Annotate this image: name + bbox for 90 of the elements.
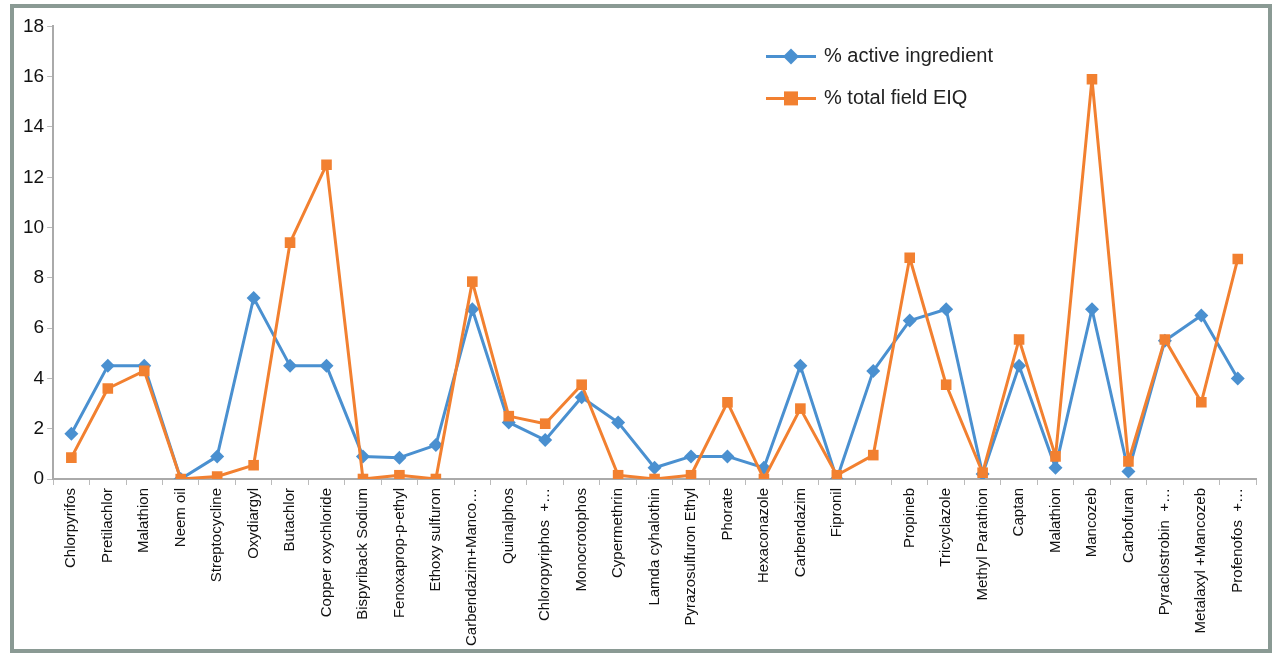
x-tick-label: Cypermethrin bbox=[608, 488, 626, 579]
point bbox=[1123, 456, 1134, 467]
x-tick-label: Chlorpyrifos bbox=[61, 488, 79, 569]
point bbox=[1196, 397, 1207, 408]
point bbox=[283, 358, 298, 373]
point bbox=[503, 410, 515, 422]
point bbox=[1232, 253, 1244, 265]
point bbox=[246, 290, 261, 305]
y-tick-label: 18 bbox=[22, 14, 45, 36]
x-tick-label: Oxydiargyl bbox=[243, 488, 261, 559]
point bbox=[939, 302, 954, 317]
x-tick-label: Carbofuran bbox=[1118, 488, 1136, 564]
point bbox=[685, 469, 697, 480]
x-tick-label: Lamda cyhalothin bbox=[644, 488, 662, 606]
point bbox=[867, 449, 879, 461]
x-tick-label: Pretilachlor bbox=[97, 488, 115, 564]
point bbox=[211, 471, 223, 480]
point bbox=[538, 433, 553, 448]
point bbox=[248, 459, 259, 471]
point bbox=[467, 276, 478, 287]
point bbox=[102, 383, 114, 394]
point bbox=[392, 450, 407, 465]
point bbox=[793, 358, 808, 373]
point bbox=[321, 159, 332, 170]
legend-label: % active ingredient bbox=[824, 43, 994, 66]
point bbox=[1048, 460, 1063, 475]
x-tick-label: Monocrotophos bbox=[571, 488, 589, 592]
point bbox=[795, 403, 806, 414]
point bbox=[1012, 358, 1027, 373]
point bbox=[866, 363, 881, 378]
x-tick-label: Hexaconazole bbox=[754, 488, 772, 584]
point bbox=[428, 438, 443, 453]
point bbox=[576, 379, 587, 391]
x-tick-label: Malathion bbox=[134, 488, 152, 554]
y-tick-label: 14 bbox=[22, 115, 45, 137]
point bbox=[394, 469, 405, 480]
y-tick-label: 8 bbox=[33, 266, 45, 288]
x-tick-label: Copper oxychloride bbox=[316, 488, 334, 618]
point bbox=[64, 426, 79, 441]
y-tick-label: 4 bbox=[33, 366, 45, 388]
x-tick-label: Ethoxy sulfuron bbox=[426, 488, 443, 592]
y-tick-label: 0 bbox=[33, 467, 45, 489]
x-tick-label: Pyrazosulfuron Ethyl bbox=[681, 488, 699, 626]
x-tick-label: Quinalphos bbox=[498, 488, 516, 564]
point bbox=[1013, 334, 1025, 345]
x-tick-label: Propineb bbox=[899, 488, 917, 549]
x-tick-label: Bispyriback Sodium bbox=[353, 488, 371, 620]
point bbox=[1230, 371, 1245, 386]
x-tick-label: Captan bbox=[1009, 488, 1027, 537]
x-tick-label: Phorate bbox=[717, 488, 735, 541]
point bbox=[138, 365, 150, 377]
x-tick-label: Pyraclostrobin +… bbox=[1155, 488, 1173, 616]
x-tick-label: Mancozeb bbox=[1082, 488, 1100, 558]
x-tick-label: Fipronil bbox=[826, 488, 844, 538]
x-tick-label: Streptocycline bbox=[207, 488, 225, 583]
y-tick-label: 6 bbox=[33, 316, 45, 338]
point bbox=[1194, 308, 1209, 323]
point bbox=[904, 252, 916, 264]
point bbox=[722, 397, 733, 408]
point bbox=[66, 452, 77, 463]
x-tick-label: Chloropyriphos +… bbox=[535, 488, 553, 621]
x-tick-label: Neem oil bbox=[170, 488, 188, 548]
x-tick-label: Butachlor bbox=[280, 488, 298, 552]
x-tick-label: Carbendazim bbox=[790, 488, 808, 578]
point bbox=[1086, 73, 1098, 85]
point bbox=[319, 358, 334, 373]
point bbox=[940, 379, 952, 391]
x-tick-label: Carbendazim+Manco… bbox=[462, 488, 480, 647]
x-tick-label: Profenofos +… bbox=[1227, 488, 1245, 593]
y-tick-label: 16 bbox=[22, 64, 45, 86]
legend-label: % total field EIQ bbox=[824, 85, 968, 108]
point bbox=[647, 460, 662, 475]
y-tick-label: 10 bbox=[22, 215, 45, 237]
point bbox=[100, 358, 115, 373]
point bbox=[539, 418, 551, 429]
point bbox=[684, 449, 699, 464]
x-tick-label: Tricyclazole bbox=[936, 488, 954, 567]
point bbox=[902, 313, 917, 328]
point bbox=[210, 449, 225, 464]
x-tick-label: Metalaxyl +Mancozeb bbox=[1191, 488, 1209, 634]
y-tick-label: 2 bbox=[33, 416, 45, 438]
x-tick-label: Malathion bbox=[1045, 488, 1063, 554]
x-tick-label: Methyl Parathion bbox=[972, 488, 990, 601]
point bbox=[720, 449, 735, 464]
y-tick-label: 12 bbox=[22, 165, 45, 187]
point bbox=[612, 469, 624, 480]
point bbox=[284, 237, 296, 248]
point bbox=[611, 415, 626, 430]
x-tick-label: Fenoxaprop-p-ethyl bbox=[389, 488, 407, 619]
point bbox=[1050, 451, 1061, 462]
